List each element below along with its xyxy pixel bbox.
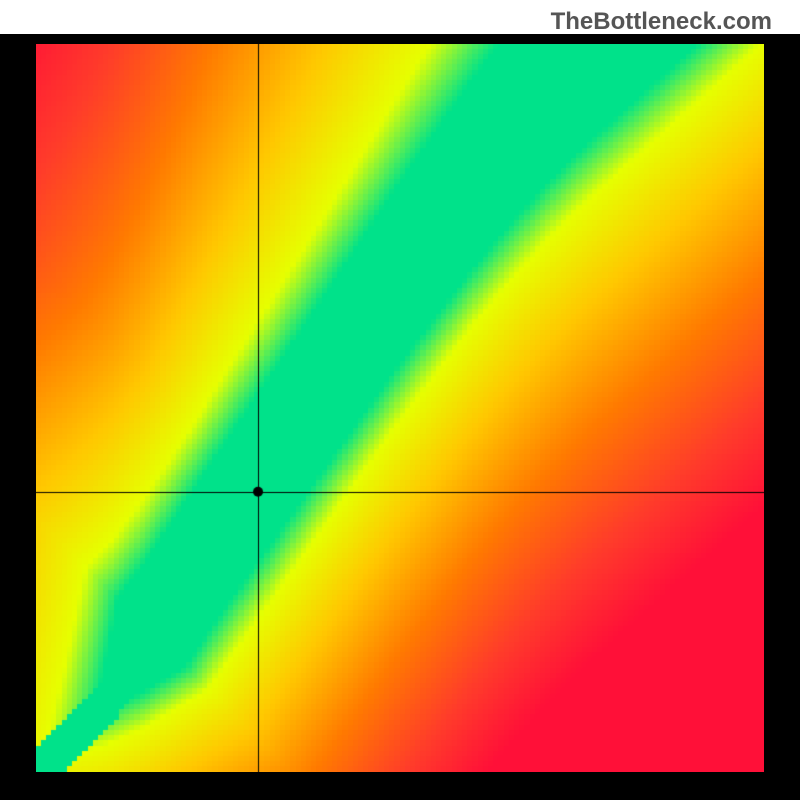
watermark-text: TheBottleneck.com: [551, 8, 772, 36]
bottleneck-heatmap: [36, 44, 764, 772]
plot-outer-frame: [0, 34, 800, 800]
